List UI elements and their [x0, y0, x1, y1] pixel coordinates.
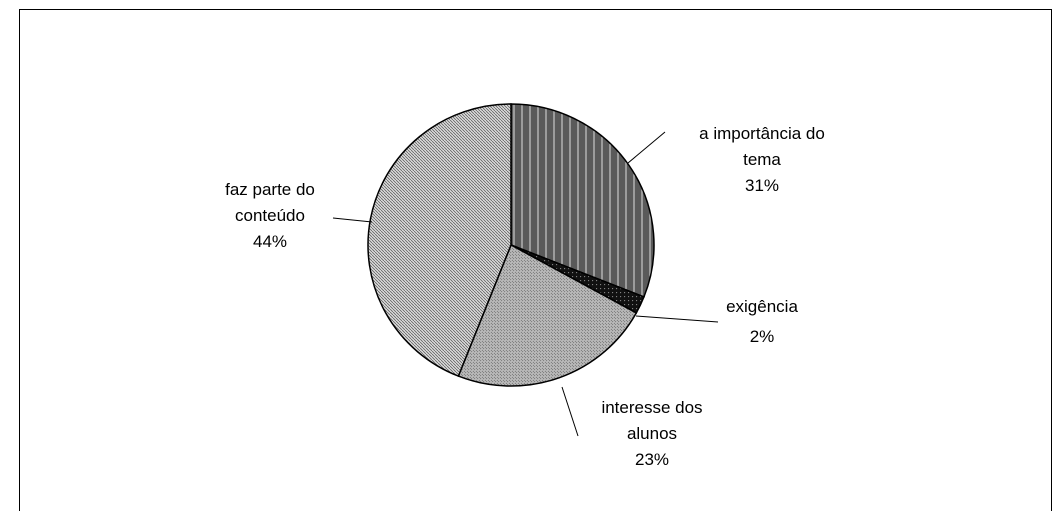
slice-label: exigência 2% [687, 294, 837, 350]
category-label: faz parte do conteúdo [225, 180, 315, 225]
category-label: exigência [726, 297, 798, 316]
chart-frame [19, 9, 1052, 511]
leader-line [627, 131, 666, 164]
value-label: 23% [634, 450, 670, 469]
slice-label: interesse dos alunos 23% [577, 395, 727, 473]
pie-slice [367, 103, 512, 378]
slice-label: a importância do tema 31% [687, 121, 837, 199]
pie-slice [457, 243, 638, 387]
leader-line [635, 315, 719, 323]
leader-line [332, 217, 373, 223]
category-label: interesse dos alunos [601, 398, 703, 443]
value-label: 2% [749, 327, 775, 346]
pie-slice [510, 103, 655, 298]
leader-line [561, 386, 579, 437]
slice-label: faz parte do conteúdo 44% [195, 177, 345, 255]
category-label: a importância do tema [699, 124, 825, 169]
value-label: 31% [744, 176, 780, 195]
value-label: 44% [252, 232, 288, 251]
